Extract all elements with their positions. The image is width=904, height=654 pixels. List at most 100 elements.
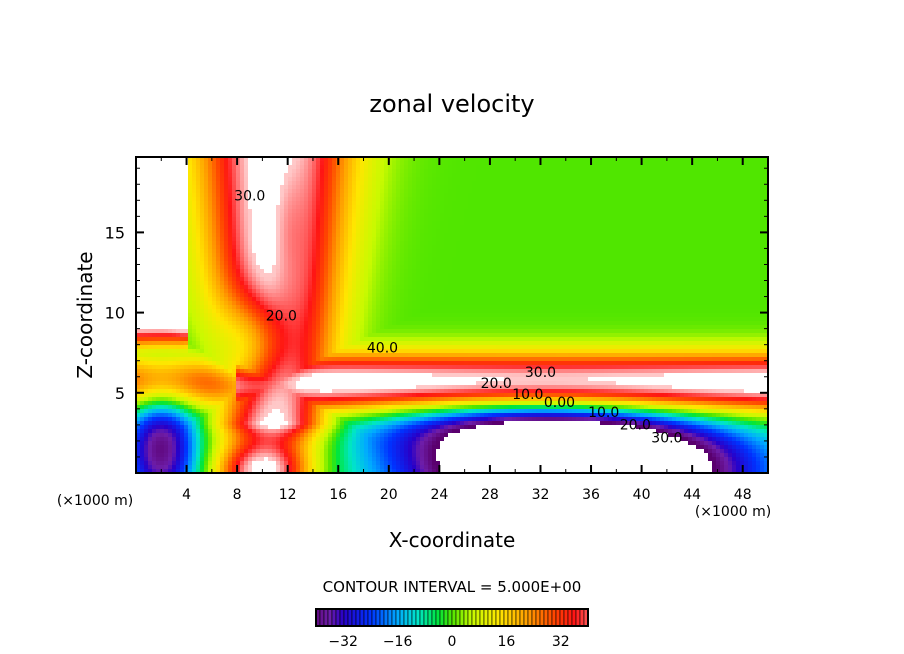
heatmap-cell bbox=[412, 281, 416, 285]
heatmap-cell bbox=[648, 241, 652, 245]
heatmap-cell bbox=[264, 281, 268, 285]
heatmap-cell bbox=[732, 233, 736, 237]
heatmap-cell bbox=[284, 209, 288, 213]
heatmap-cell bbox=[600, 197, 604, 201]
heatmap-cell bbox=[500, 205, 504, 209]
heatmap-cell bbox=[272, 293, 276, 297]
heatmap-cell bbox=[456, 177, 460, 181]
heatmap-cell bbox=[372, 209, 376, 213]
heatmap-cell bbox=[540, 217, 544, 221]
heatmap-cell bbox=[760, 233, 764, 237]
heatmap-cell bbox=[560, 253, 564, 257]
heatmap-cell bbox=[204, 221, 208, 225]
heatmap-cell bbox=[308, 205, 312, 209]
heatmap-cell bbox=[388, 293, 392, 297]
heatmap-cell bbox=[224, 277, 228, 281]
heatmap-cell bbox=[580, 281, 584, 285]
heatmap-cell bbox=[652, 237, 656, 241]
heatmap-cell bbox=[300, 261, 304, 265]
heatmap-cell bbox=[592, 289, 596, 293]
heatmap-cell bbox=[608, 169, 612, 173]
heatmap-cell bbox=[596, 173, 600, 177]
heatmap-cell bbox=[308, 281, 312, 285]
heatmap-cell bbox=[508, 221, 512, 225]
heatmap-cell bbox=[760, 229, 764, 233]
heatmap-cell bbox=[604, 257, 608, 261]
heatmap-cell bbox=[236, 241, 240, 245]
heatmap-cell bbox=[264, 277, 268, 281]
heatmap-cell bbox=[504, 273, 508, 277]
heatmap-cell bbox=[424, 293, 428, 297]
heatmap-cell bbox=[676, 157, 680, 161]
heatmap-cell bbox=[220, 157, 224, 161]
heatmap-cell bbox=[536, 237, 540, 241]
heatmap-cell bbox=[412, 173, 416, 177]
heatmap-cell bbox=[440, 205, 444, 209]
heatmap-cell bbox=[240, 185, 244, 189]
heatmap-cell bbox=[208, 209, 212, 213]
heatmap-cell bbox=[708, 221, 712, 225]
heatmap-cell bbox=[380, 173, 384, 177]
heatmap-cell bbox=[484, 193, 488, 197]
heatmap-cell bbox=[628, 161, 632, 165]
heatmap-cell bbox=[688, 281, 692, 285]
heatmap-cell bbox=[360, 165, 364, 169]
heatmap-cell bbox=[372, 193, 376, 197]
heatmap-cell bbox=[504, 297, 508, 301]
heatmap-cell bbox=[588, 165, 592, 169]
heatmap-cell bbox=[468, 185, 472, 189]
heatmap-cell bbox=[684, 253, 688, 257]
heatmap-cell bbox=[420, 281, 424, 285]
heatmap-cell bbox=[592, 293, 596, 297]
heatmap-cell bbox=[320, 269, 324, 273]
heatmap-cell bbox=[620, 237, 624, 241]
heatmap-cell bbox=[664, 273, 668, 277]
heatmap-cell bbox=[648, 229, 652, 233]
heatmap-cell bbox=[484, 257, 488, 261]
heatmap-cell bbox=[740, 217, 744, 221]
heatmap-cell bbox=[656, 157, 660, 161]
heatmap-cell bbox=[456, 277, 460, 281]
heatmap-cell bbox=[588, 289, 592, 293]
heatmap-cell bbox=[472, 209, 476, 213]
heatmap-cell bbox=[416, 253, 420, 257]
heatmap-cell bbox=[228, 257, 232, 261]
heatmap-cell bbox=[652, 277, 656, 281]
heatmap-cell bbox=[464, 161, 468, 165]
heatmap-cell bbox=[588, 221, 592, 225]
heatmap-cell bbox=[316, 157, 320, 161]
heatmap-cell bbox=[628, 173, 632, 177]
heatmap-cell bbox=[276, 205, 280, 209]
heatmap-cell bbox=[552, 213, 556, 217]
heatmap-cell bbox=[408, 161, 412, 165]
heatmap-cell bbox=[224, 201, 228, 205]
heatmap-cell bbox=[212, 213, 216, 217]
heatmap-cell bbox=[456, 293, 460, 297]
heatmap-cell bbox=[624, 229, 628, 233]
heatmap-cell bbox=[188, 185, 192, 189]
heatmap-cell bbox=[204, 297, 208, 301]
heatmap-cell bbox=[500, 221, 504, 225]
heatmap-cell bbox=[744, 189, 748, 193]
heatmap-cell bbox=[420, 177, 424, 181]
heatmap-cell bbox=[276, 277, 280, 281]
heatmap-cell bbox=[676, 265, 680, 269]
heatmap-cell bbox=[348, 233, 352, 237]
heatmap-cell bbox=[524, 293, 528, 297]
heatmap-cell bbox=[616, 173, 620, 177]
heatmap-cell bbox=[476, 205, 480, 209]
heatmap-cell bbox=[388, 241, 392, 245]
heatmap-cell bbox=[580, 217, 584, 221]
heatmap-cell bbox=[756, 293, 760, 297]
heatmap-cell bbox=[528, 217, 532, 221]
heatmap-cell bbox=[532, 173, 536, 177]
heatmap-cell bbox=[332, 241, 336, 245]
heatmap-cell bbox=[516, 185, 520, 189]
heatmap-cell bbox=[244, 253, 248, 257]
heatmap-cell bbox=[528, 253, 532, 257]
heatmap-cell bbox=[728, 229, 732, 233]
heatmap-cell bbox=[384, 177, 388, 181]
heatmap-cell bbox=[484, 165, 488, 169]
heatmap-cell bbox=[480, 297, 484, 301]
heatmap-cell bbox=[668, 245, 672, 249]
